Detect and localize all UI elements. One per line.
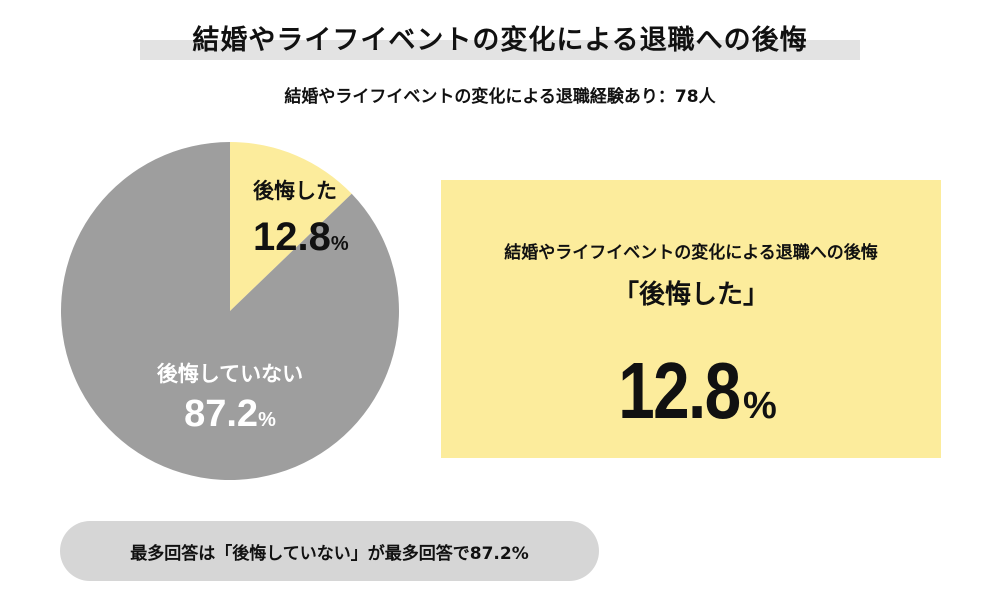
pie-slice-label: 後悔していない bbox=[157, 362, 303, 386]
callout-value-number: 12.8 bbox=[618, 346, 742, 435]
pie-slice-regretted bbox=[230, 142, 352, 311]
callout-value-unit: % bbox=[742, 385, 777, 427]
highlight-callout: 結婚やライフイベントの変化による退職への後悔 「後悔した」 12.8% bbox=[441, 180, 941, 458]
pie-slice-not-regretted bbox=[61, 142, 399, 480]
title-underline-bar bbox=[140, 40, 860, 60]
pie-slice-value-label: 12.8% bbox=[253, 215, 349, 259]
pie-slice-label: 後悔した bbox=[253, 179, 337, 203]
callout-heading: 結婚やライフイベントの変化による退職への後悔 bbox=[504, 243, 878, 263]
chart-title-block: 結婚やライフイベントの変化による退職への後悔 bbox=[0, 14, 1000, 66]
chart-title: 結婚やライフイベントの変化による退職への後悔 bbox=[192, 25, 808, 56]
chart-subtitle: 結婚やライフイベントの変化による退職経験あり：78人 bbox=[284, 87, 716, 107]
callout-value: 12.8% bbox=[441, 345, 941, 437]
callout-answer: 「後悔した」 bbox=[612, 280, 769, 310]
pie-slice-value-label: 87.2% bbox=[184, 393, 276, 435]
summary-note: 最多回答は「後悔していない」が最多回答で87.2% bbox=[60, 521, 599, 581]
